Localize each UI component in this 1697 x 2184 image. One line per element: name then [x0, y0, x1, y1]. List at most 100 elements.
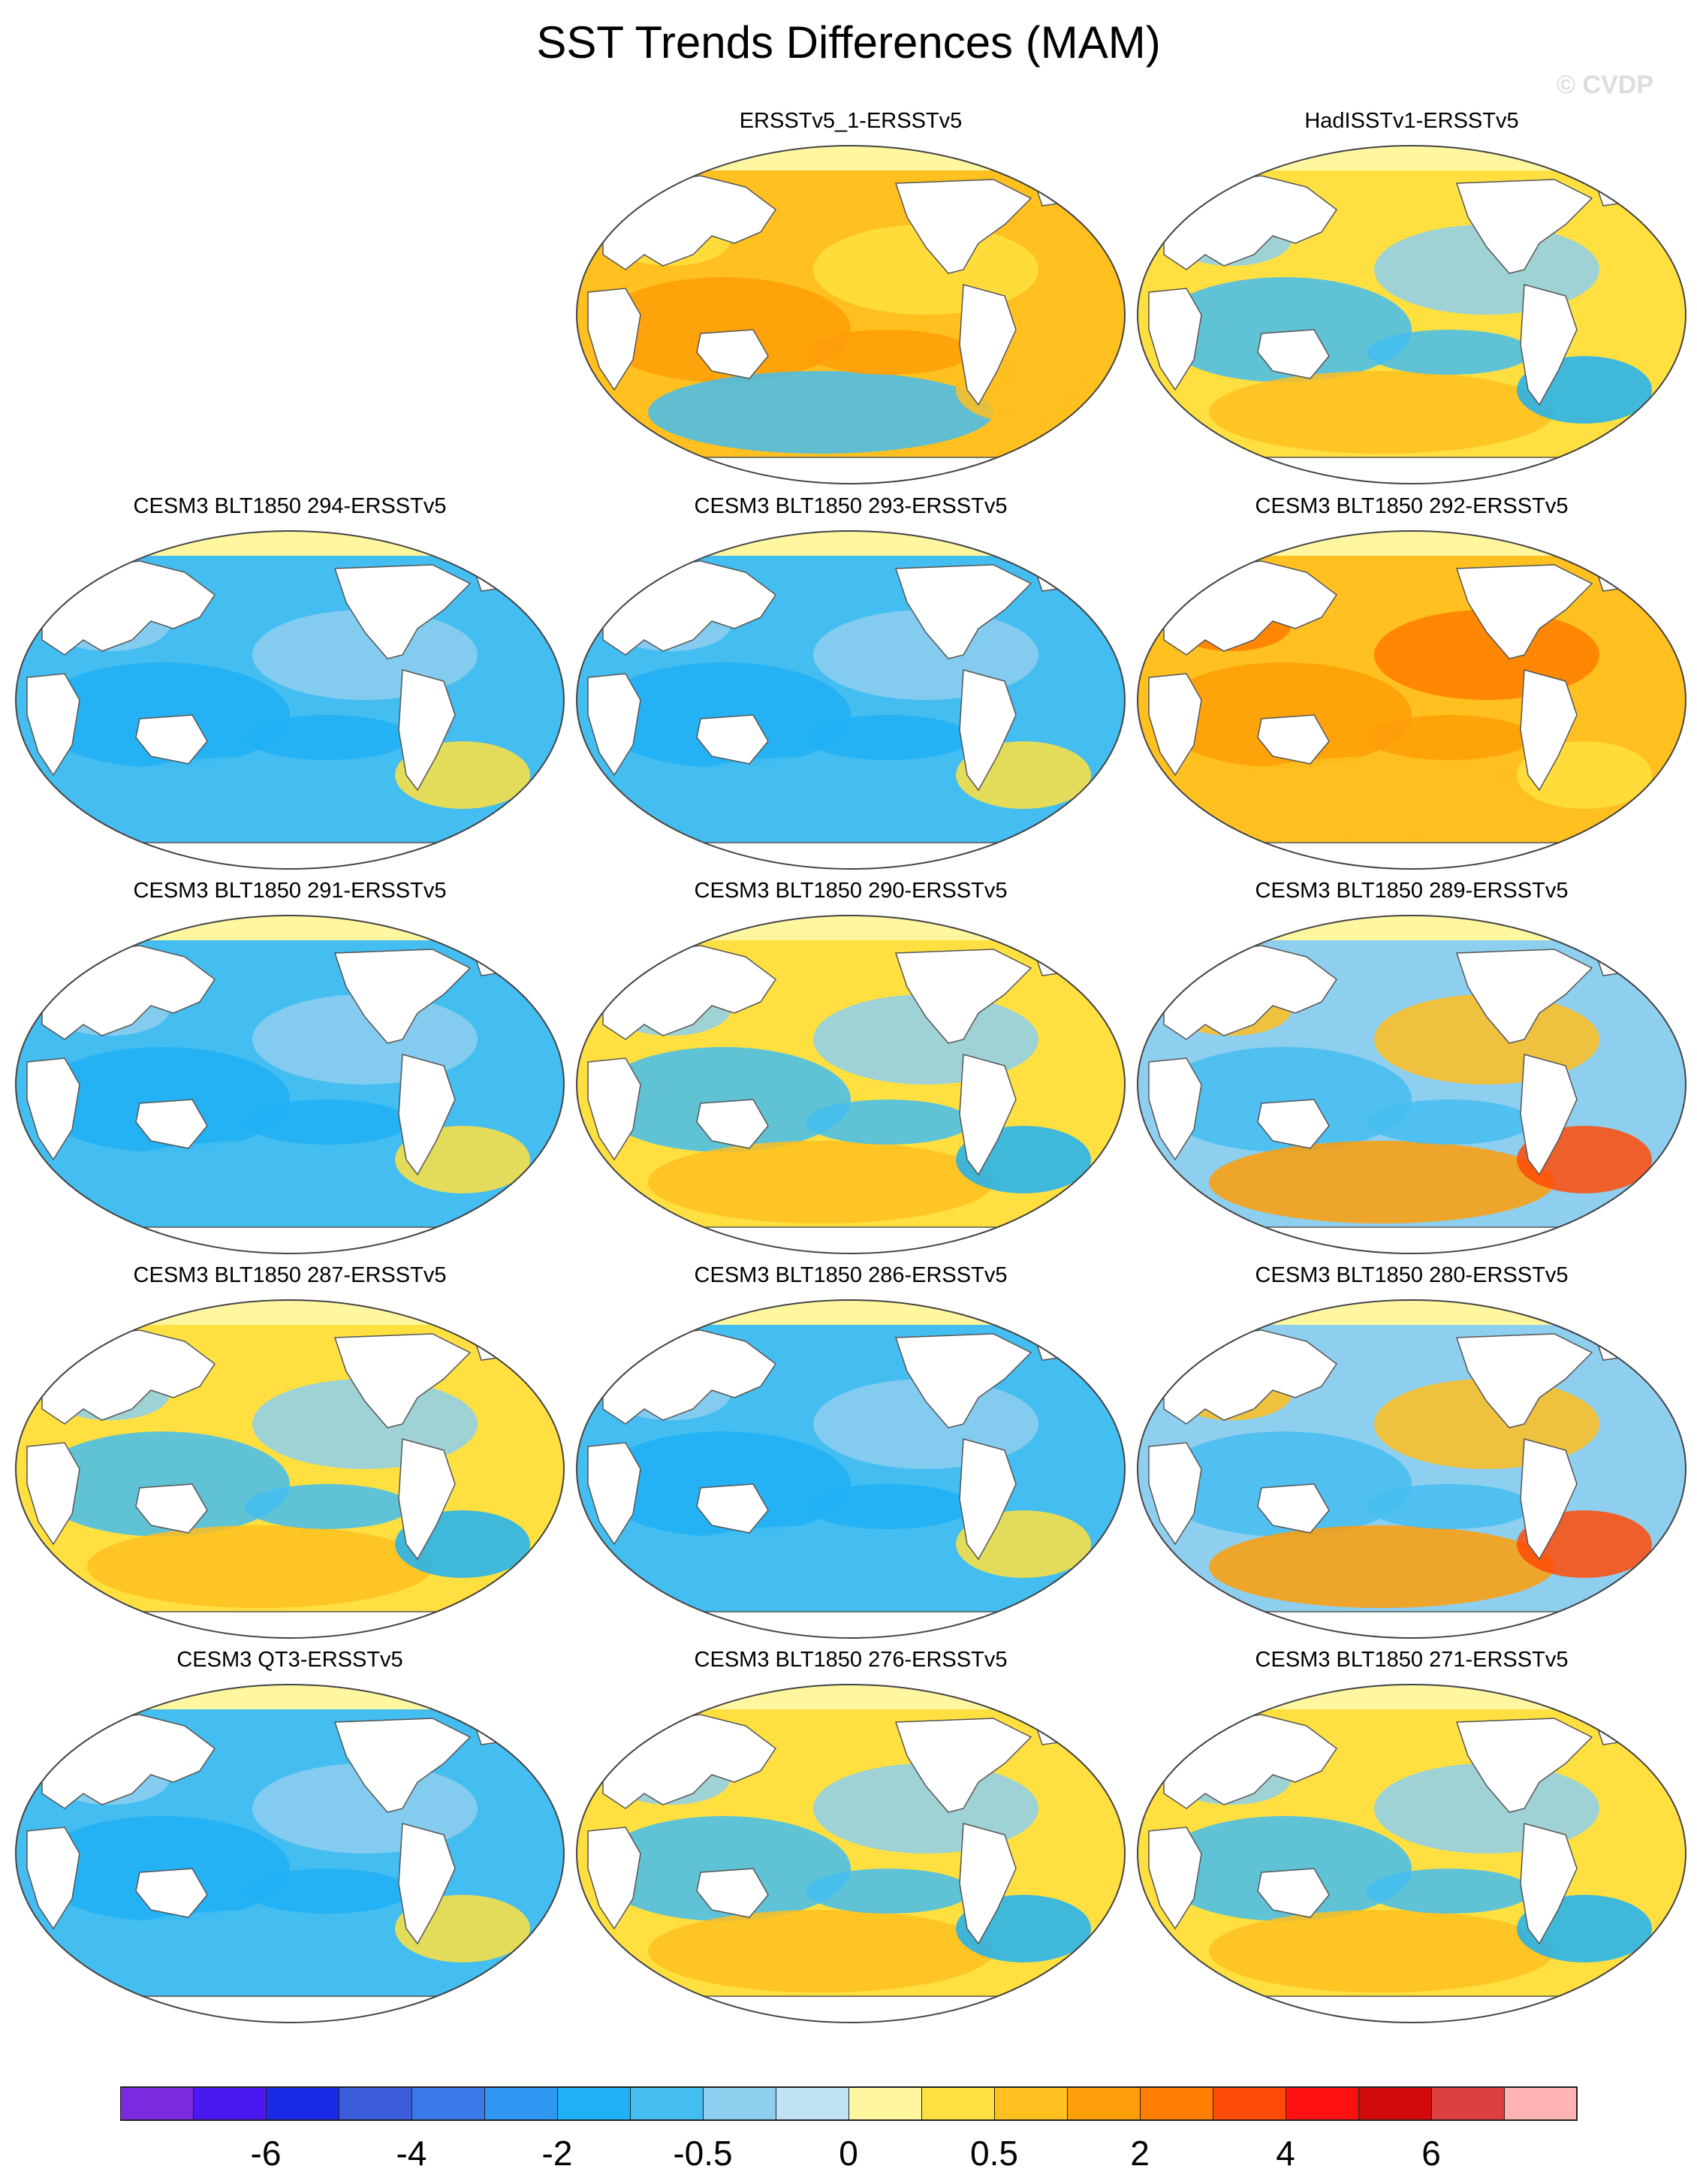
colorbar-swatch [193, 2086, 267, 2121]
sst-anomaly-region [595, 662, 851, 768]
sst-anomaly-region [1156, 1047, 1412, 1152]
map-outline [576, 1299, 1126, 1639]
map-panel: CESM3 QT3-ERSSTv5 [12, 1648, 568, 2031]
landmass [1257, 1099, 1330, 1149]
sst-anomaly-region [1367, 1484, 1532, 1529]
panel-title: CESM3 BLT1850 276-ERSSTv5 [694, 1648, 1008, 1672]
colorbar-swatch [411, 2086, 485, 2121]
panel-title: ERSSTv5_1-ERSSTv5 [739, 109, 963, 133]
map-outline [576, 915, 1126, 1254]
sst-anomaly-region [595, 1431, 851, 1537]
map-panel: CESM3 BLT1850 289-ERSSTv5 [1134, 879, 1689, 1262]
sst-anomaly-region [595, 277, 851, 382]
sst-anomaly-region [806, 330, 971, 375]
landmass [696, 714, 769, 765]
colorbar-swatch [1067, 2086, 1141, 2121]
landmass [1257, 1868, 1330, 1918]
landmass [959, 669, 1017, 792]
panel-title: CESM3 BLT1850 280-ERSSTv5 [1255, 1263, 1569, 1287]
landmass [1257, 1483, 1330, 1534]
cvdp-credit-watermark: © CVDP [1557, 71, 1653, 99]
colorbar-swatch [266, 2086, 339, 2121]
landmass [398, 1438, 456, 1561]
landmass [587, 1442, 641, 1546]
panel-title: CESM3 BLT1850 289-ERSSTv5 [1255, 879, 1569, 903]
landmass [1520, 1054, 1578, 1176]
landmass [1520, 284, 1578, 406]
landmass [1148, 288, 1202, 391]
panel-title: CESM3 BLT1850 291-ERSSTv5 [133, 879, 447, 903]
map-panel: CESM3 BLT1850 290-ERSSTv5 [573, 879, 1129, 1262]
landmass [26, 1057, 80, 1161]
map-outline [1137, 915, 1686, 1254]
landmass [1148, 1057, 1202, 1161]
landmass [959, 1823, 1017, 1945]
panel-title: CESM3 BLT1850 290-ERSSTv5 [694, 879, 1008, 903]
robinson-map [15, 530, 565, 870]
robinson-map [576, 1299, 1126, 1639]
panel-title: CESM3 BLT1850 271-ERSSTv5 [1255, 1648, 1569, 1672]
colorbar-swatch [776, 2086, 849, 2121]
colorbar-swatch [1431, 2086, 1505, 2121]
landmass [1520, 669, 1578, 792]
sst-anomaly-region [245, 1869, 410, 1914]
colorbar-swatch [557, 2086, 631, 2121]
map-outline [576, 145, 1126, 484]
landmass [1455, 1333, 1593, 1428]
robinson-map [1137, 1299, 1686, 1639]
map-panel: CESM3 BLT1850 294-ERSSTv5 [12, 494, 568, 877]
landmass [959, 284, 1017, 406]
colorbar-swatch [848, 2086, 922, 2121]
map-outline [1137, 1299, 1686, 1639]
colorbar-tick-label: -2 [541, 2134, 573, 2173]
landmass [26, 673, 80, 777]
colorbar-tick-label: -4 [396, 2134, 427, 2173]
landmass [1520, 1438, 1578, 1561]
colorbar-tick-label: 6 [1421, 2134, 1441, 2173]
sst-anomaly-region [806, 1484, 971, 1529]
landmass [135, 1868, 208, 1918]
sst-anomaly-region [1367, 330, 1532, 375]
landmass [333, 564, 472, 659]
sst-anomaly-region [245, 1484, 410, 1529]
robinson-map [576, 915, 1126, 1254]
colorbar-swatch [120, 2086, 194, 2121]
colorbar-swatch [1140, 2086, 1213, 2121]
colorbar-swatch [921, 2086, 995, 2121]
panel-title: CESM3 BLT1850 292-ERSSTv5 [1255, 494, 1569, 518]
landmass [1455, 179, 1593, 274]
sst-anomaly-region [648, 1141, 993, 1223]
landmass [333, 1333, 472, 1428]
map-panel: CESM3 BLT1850 291-ERSSTv5 [12, 879, 568, 1262]
colorbar-swatch [484, 2086, 558, 2121]
landmass [1520, 1823, 1578, 1945]
colorbar-tick-label: 4 [1276, 2134, 1295, 2173]
sst-anomaly-region [1156, 662, 1412, 768]
map-outline [576, 1684, 1126, 2023]
sst-anomaly-region [595, 1816, 851, 1921]
colorbar-swatch [630, 2086, 704, 2121]
landmass [959, 1438, 1017, 1561]
map-panel: CESM3 BLT1850 286-ERSSTv5 [573, 1263, 1129, 1646]
landmass [333, 1718, 472, 1813]
landmass [1257, 714, 1330, 765]
sst-anomaly-region [1209, 756, 1554, 839]
landmass [135, 1099, 208, 1149]
sst-anomaly-region [87, 1141, 433, 1223]
colorbar-tick-label: 2 [1130, 2134, 1150, 2173]
sst-anomaly-region [1156, 1816, 1412, 1921]
map-outline [15, 1684, 565, 2023]
landmass [894, 179, 1032, 274]
colorbar-tick-label: -0.5 [673, 2134, 733, 2173]
map-outline [1137, 530, 1686, 870]
sst-anomaly-region [1156, 277, 1412, 382]
colorbar-swatch [994, 2086, 1068, 2121]
sst-anomaly-region [245, 1100, 410, 1145]
landmass [398, 669, 456, 792]
sst-anomaly-region [35, 662, 290, 768]
panel-title: CESM3 BLT1850 286-ERSSTv5 [694, 1263, 1008, 1287]
landmass [1257, 329, 1330, 379]
sst-anomaly-region [1367, 1869, 1532, 1914]
landmass [894, 564, 1032, 659]
figure-title: SST Trends Differences (MAM) [536, 17, 1161, 68]
